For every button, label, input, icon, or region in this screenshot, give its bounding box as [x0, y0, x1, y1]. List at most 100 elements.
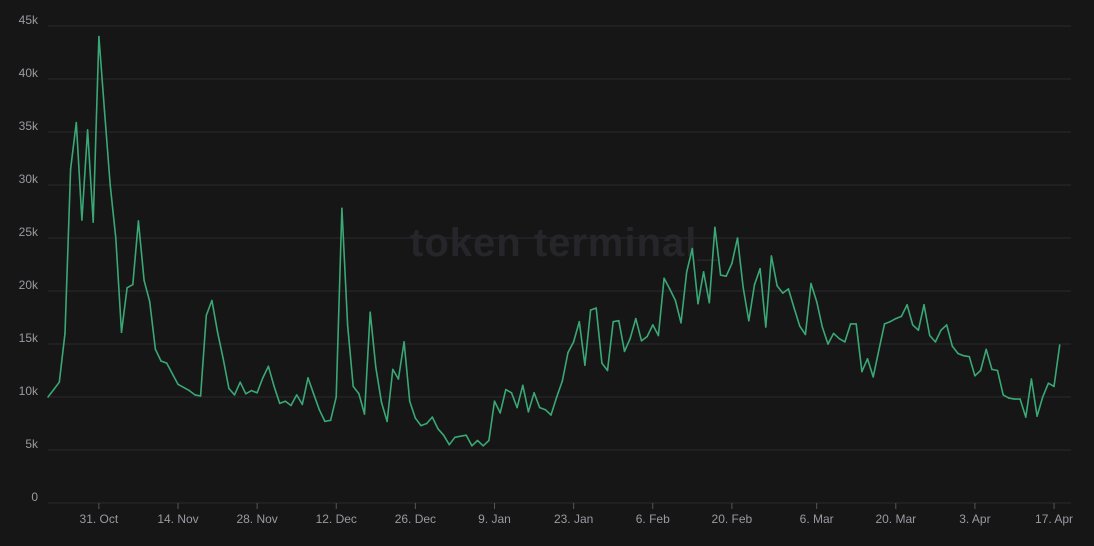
- data-point: [635, 317, 637, 320]
- data-point: [985, 348, 987, 351]
- data-point: [951, 345, 954, 347]
- data-point: [821, 326, 824, 328]
- series-line: [47, 35, 1061, 447]
- y-tick-label: 15k: [19, 331, 39, 345]
- data-point: [1058, 344, 1061, 346]
- data-point: [561, 380, 564, 382]
- data-point: [844, 341, 846, 343]
- data-point: [273, 385, 275, 388]
- data-point: [1002, 394, 1004, 396]
- data-point: [883, 323, 886, 325]
- y-tick-label: 0: [31, 490, 38, 504]
- data-point: [126, 287, 128, 289]
- data-point: [465, 434, 468, 437]
- data-point: [544, 408, 547, 411]
- data-point: [900, 315, 903, 318]
- y-tick-label: 25k: [19, 225, 39, 239]
- data-point: [329, 419, 332, 422]
- data-point: [510, 392, 513, 394]
- data-point: [471, 445, 473, 447]
- data-point: [493, 400, 496, 403]
- data-point: [98, 35, 100, 38]
- data-point: [731, 262, 733, 265]
- data-point: [454, 436, 456, 439]
- data-point: [47, 396, 49, 398]
- y-tick-label: 10k: [19, 384, 39, 398]
- data-point: [1013, 398, 1016, 400]
- data-point: [64, 332, 66, 335]
- data-point: [69, 168, 72, 170]
- data-point: [267, 365, 270, 368]
- y-tick-label: 45k: [19, 13, 39, 27]
- data-point: [205, 314, 208, 317]
- data-point: [459, 435, 462, 438]
- data-point: [341, 207, 343, 210]
- data-point: [911, 324, 914, 326]
- data-point: [595, 307, 597, 309]
- data-point: [262, 377, 264, 379]
- data-point: [211, 299, 213, 302]
- data-point: [861, 370, 863, 373]
- data-point: [278, 402, 281, 405]
- data-point: [239, 381, 241, 384]
- data-point: [284, 400, 287, 403]
- data-point: [115, 237, 117, 239]
- data-point: [793, 307, 795, 309]
- data-point: [623, 350, 626, 353]
- data-point: [934, 341, 937, 343]
- data-point: [324, 420, 326, 423]
- data-point: [154, 348, 157, 351]
- data-point: [442, 434, 445, 437]
- data-point: [714, 226, 716, 229]
- data-point: [810, 282, 812, 285]
- data-point: [957, 352, 959, 355]
- data-point: [199, 395, 202, 397]
- data-point: [476, 439, 479, 442]
- y-tick-label: 35k: [19, 119, 39, 133]
- data-point: [736, 237, 739, 239]
- data-point: [307, 377, 309, 379]
- data-point: [358, 393, 360, 395]
- x-tick-label: 20. Feb: [712, 512, 753, 526]
- data-point: [482, 445, 485, 447]
- data-point: [1025, 416, 1027, 418]
- data-point: [849, 323, 852, 325]
- y-tick-label: 5k: [25, 437, 39, 451]
- data-point: [233, 394, 236, 396]
- data-point: [216, 331, 219, 334]
- data-point: [855, 323, 857, 325]
- data-point: [567, 351, 569, 354]
- data-point: [1019, 398, 1021, 400]
- data-point: [787, 288, 790, 290]
- data-point: [245, 393, 247, 395]
- x-tick-label: 31. Oct: [80, 512, 119, 526]
- y-axis: 0 5k 10k 15k 20k 25k 30k 35k 40k 45k: [19, 13, 39, 504]
- data-point: [437, 428, 439, 430]
- y-tick-label: 20k: [19, 278, 39, 292]
- data-point: [906, 304, 908, 306]
- data-point: [160, 360, 162, 362]
- data-point: [194, 394, 196, 396]
- data-point: [363, 413, 366, 415]
- data-point: [81, 219, 83, 221]
- data-point: [974, 375, 976, 377]
- data-point: [804, 333, 807, 336]
- watermark: token terminal_: [410, 221, 721, 265]
- data-point: [165, 362, 168, 364]
- data-point: [352, 385, 355, 388]
- x-tick-label: 3. Apr: [959, 512, 990, 526]
- data-point: [668, 288, 671, 290]
- data-point: [917, 329, 920, 332]
- data-point: [533, 392, 535, 394]
- data-point: [652, 324, 654, 326]
- data-point: [702, 271, 705, 273]
- data-point: [527, 411, 530, 413]
- data-point: [431, 416, 434, 418]
- data-point: [92, 221, 94, 223]
- data-point: [386, 420, 388, 423]
- data-point: [719, 274, 722, 276]
- data-point: [629, 337, 631, 340]
- data-point: [425, 422, 428, 425]
- data-point: [132, 283, 134, 286]
